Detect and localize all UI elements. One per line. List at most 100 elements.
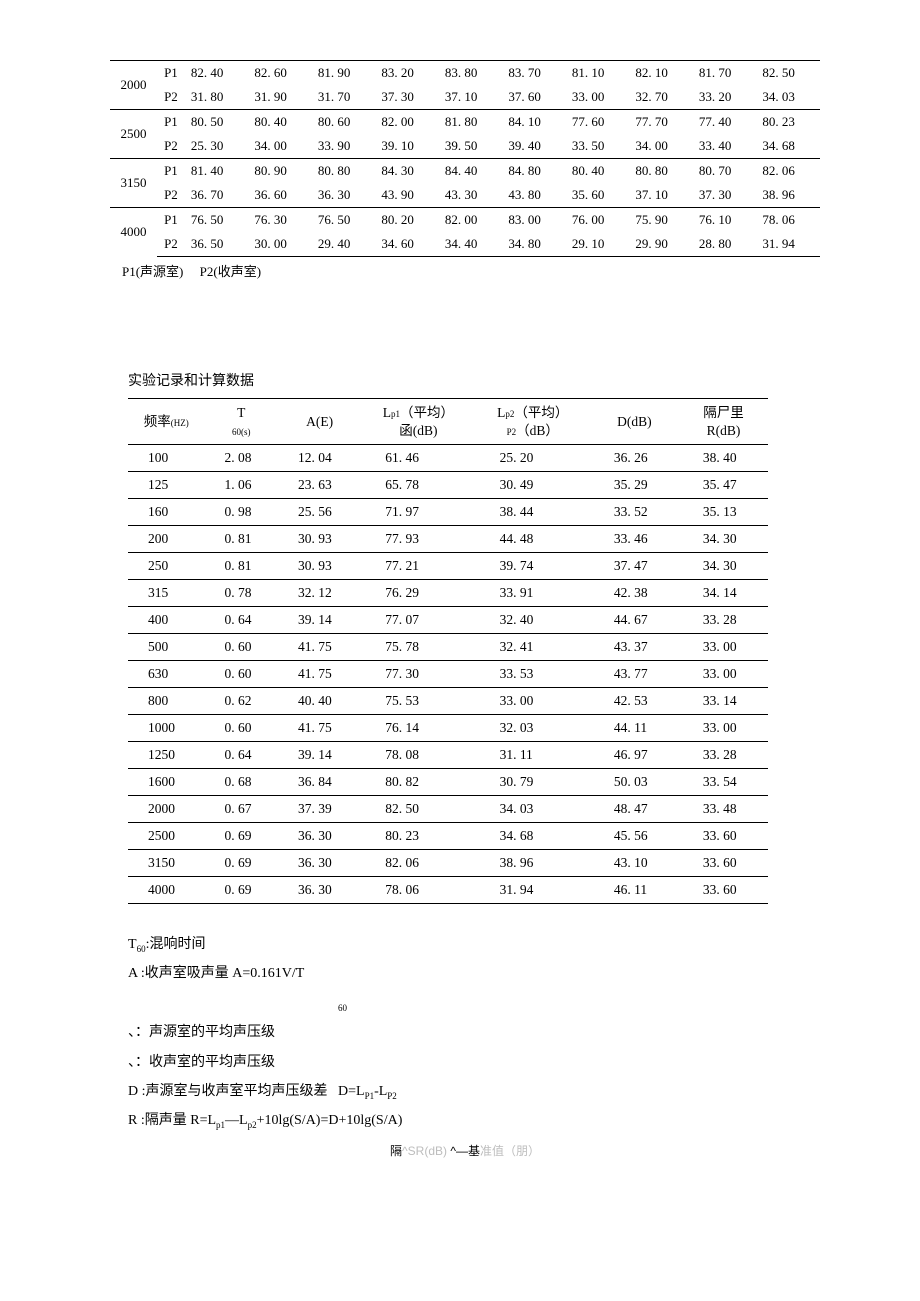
table2-cell: 0. 69 (204, 877, 278, 904)
table2-cell: 48. 47 (590, 796, 679, 823)
value-cell: 37. 30 (693, 183, 757, 208)
freq-cell: 2000 (110, 61, 157, 110)
table2-cell: 33. 46 (590, 526, 679, 553)
table2-cell: 1600 (128, 769, 204, 796)
note-lp1: 、：声源室的平均声压级 (128, 1018, 820, 1047)
table2-cell: 2. 08 (204, 445, 278, 472)
table1-row: 2500P180. 5080. 4080. 6082. 0081. 8084. … (110, 110, 820, 135)
table2-row: 4000. 6439. 1477. 0732. 4044. 6733. 28 (128, 607, 768, 634)
value-cell: 80. 60 (312, 110, 376, 135)
table2-cell: 0. 98 (204, 499, 278, 526)
table2-cell: 50. 03 (590, 769, 679, 796)
table2-cell: 65. 78 (361, 472, 475, 499)
p-label: P2 (157, 183, 185, 208)
table2-cell: 36. 30 (278, 823, 361, 850)
table2-cell: 46. 11 (590, 877, 679, 904)
value-cell: 34. 80 (502, 232, 566, 257)
col-ae: A(E) (278, 399, 361, 445)
table2-cell: 40. 40 (278, 688, 361, 715)
table2-row: 1600. 9825. 5671. 9738. 4433. 5235. 13 (128, 499, 768, 526)
table2-cell: 41. 75 (278, 634, 361, 661)
legend-p1: P1(声源室) (122, 264, 183, 279)
value-cell: 37. 30 (375, 85, 439, 110)
value-cell: 37. 10 (629, 183, 693, 208)
p-label: P2 (157, 134, 185, 159)
table2-row: 40000. 6936. 3078. 0631. 9446. 1133. 60 (128, 877, 768, 904)
table2-cell: 100 (128, 445, 204, 472)
table2-cell: 0. 64 (204, 742, 278, 769)
table2-cell: 30. 93 (278, 553, 361, 580)
p-label: P1 (157, 110, 185, 135)
value-cell: 29. 10 (566, 232, 630, 257)
table2-cell: 31. 94 (476, 877, 590, 904)
table2-cell: 75. 53 (361, 688, 475, 715)
value-cell: 75. 90 (629, 208, 693, 233)
value-cell: 83. 20 (375, 61, 439, 86)
table2-cell: 33. 14 (679, 688, 768, 715)
table2-cell: 0. 68 (204, 769, 278, 796)
table2-cell: 34. 30 (679, 526, 768, 553)
table2-cell: 35. 13 (679, 499, 768, 526)
value-cell: 34. 40 (439, 232, 503, 257)
table2-cell: 32. 12 (278, 580, 361, 607)
value-cell: 31. 80 (185, 85, 249, 110)
value-cell: 80. 40 (566, 159, 630, 184)
table2-cell: 33. 48 (679, 796, 768, 823)
value-cell: 83. 70 (502, 61, 566, 86)
table1-row: 3150P181. 4080. 9080. 8084. 3084. 4084. … (110, 159, 820, 184)
value-cell: 81. 70 (693, 61, 757, 86)
table2-cell: 32. 03 (476, 715, 590, 742)
table2-cell: 25. 56 (278, 499, 361, 526)
table2-row: 1002. 0812. 0461. 4625. 2036. 2638. 40 (128, 445, 768, 472)
table2-cell: 32. 41 (476, 634, 590, 661)
table2-cell: 33. 28 (679, 607, 768, 634)
table2-cell: 125 (128, 472, 204, 499)
value-cell: 43. 30 (439, 183, 503, 208)
value-cell: 29. 90 (629, 232, 693, 257)
table2-cell: 1000 (128, 715, 204, 742)
value-cell: 32. 70 (629, 85, 693, 110)
value-cell: 31. 94 (756, 232, 820, 257)
value-cell: 33. 90 (312, 134, 376, 159)
legend-p2: P2(收声室) (200, 264, 261, 279)
table2-cell: 0. 60 (204, 661, 278, 688)
table2-cell: 630 (128, 661, 204, 688)
value-cell: 84. 10 (502, 110, 566, 135)
table2-cell: 76. 14 (361, 715, 475, 742)
freq-cell: 4000 (110, 208, 157, 257)
table2-row: 5000. 6041. 7575. 7832. 4143. 3733. 00 (128, 634, 768, 661)
table2-cell: 1250 (128, 742, 204, 769)
value-cell: 36. 60 (248, 183, 312, 208)
value-cell: 29. 40 (312, 232, 376, 257)
table2-cell: 43. 77 (590, 661, 679, 688)
table2-cell: 3150 (128, 850, 204, 877)
table2-cell: 34. 14 (679, 580, 768, 607)
table2-cell: 1. 06 (204, 472, 278, 499)
value-cell: 35. 60 (566, 183, 630, 208)
table2-cell: 34. 03 (476, 796, 590, 823)
table2-cell: 33. 28 (679, 742, 768, 769)
table2-cell: 38. 40 (679, 445, 768, 472)
table2-row: 3150. 7832. 1276. 2933. 9142. 3834. 14 (128, 580, 768, 607)
table2-cell: 61. 46 (361, 445, 475, 472)
value-cell: 25. 30 (185, 134, 249, 159)
table2-cell: 0. 78 (204, 580, 278, 607)
table2-cell: 43. 10 (590, 850, 679, 877)
table2-cell: 0. 60 (204, 634, 278, 661)
value-cell: 80. 90 (248, 159, 312, 184)
value-cell: 80. 80 (629, 159, 693, 184)
table2-cell: 34. 68 (476, 823, 590, 850)
table2-cell: 82. 06 (361, 850, 475, 877)
table2-cell: 0. 64 (204, 607, 278, 634)
table2-cell: 71. 97 (361, 499, 475, 526)
table2-cell: 0. 62 (204, 688, 278, 715)
value-cell: 33. 00 (566, 85, 630, 110)
value-cell: 34. 00 (629, 134, 693, 159)
table2-cell: 44. 11 (590, 715, 679, 742)
value-cell: 84. 80 (502, 159, 566, 184)
value-cell: 80. 50 (185, 110, 249, 135)
table2-cell: 2000 (128, 796, 204, 823)
value-cell: 82. 06 (756, 159, 820, 184)
table2-cell: 39. 74 (476, 553, 590, 580)
value-cell: 77. 40 (693, 110, 757, 135)
